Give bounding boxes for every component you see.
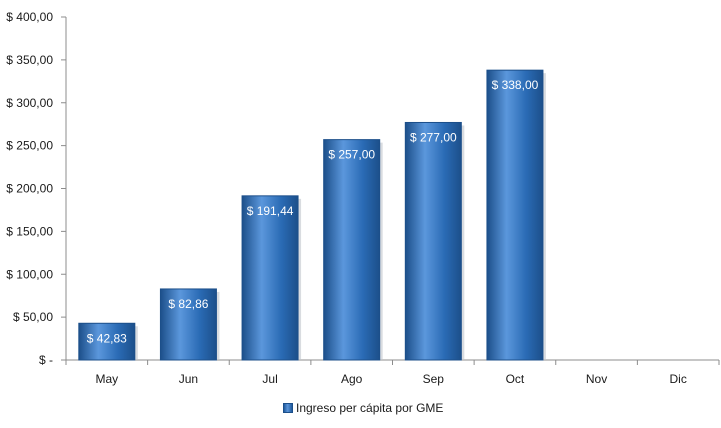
x-tick-label: Nov	[586, 372, 607, 386]
y-tick-label: $ 400,00	[6, 10, 53, 24]
data-label: $ 257,00	[328, 148, 375, 162]
y-tick-label: $ -	[39, 353, 53, 367]
data-label: $ 338,00	[492, 78, 539, 92]
bar	[486, 69, 544, 361]
y-tick-label: $ 250,00	[6, 139, 53, 153]
legend: Ingreso per cápita por GME	[283, 400, 443, 416]
x-tick-label: Jul	[262, 372, 277, 386]
y-tick-label: $ 100,00	[6, 267, 53, 281]
x-tick-label: Dic	[670, 372, 687, 386]
x-tick-label: Jun	[179, 372, 198, 386]
data-label: $ 82,86	[168, 297, 208, 311]
y-tick-label: $ 200,00	[6, 182, 53, 196]
x-tick-label: Oct	[506, 372, 525, 386]
y-tick-label: $ 350,00	[6, 53, 53, 67]
bar	[323, 139, 381, 361]
bar	[404, 121, 462, 361]
bar	[241, 195, 299, 361]
y-tick-label: $ 50,00	[13, 310, 53, 324]
legend-label: Ingreso per cápita por GME	[296, 401, 444, 415]
x-tick-label: May	[95, 372, 118, 386]
x-tick-label: Sep	[423, 372, 445, 386]
x-tick-label: Ago	[341, 372, 363, 386]
data-label: $ 191,44	[247, 204, 294, 218]
y-tick-label: $ 300,00	[6, 96, 53, 110]
data-label: $ 42,83	[87, 331, 127, 345]
bar	[78, 322, 136, 361]
y-tick-label: $ 150,00	[6, 224, 53, 238]
data-label: $ 277,00	[410, 130, 457, 144]
bar	[159, 288, 217, 361]
legend-swatch	[283, 403, 293, 413]
